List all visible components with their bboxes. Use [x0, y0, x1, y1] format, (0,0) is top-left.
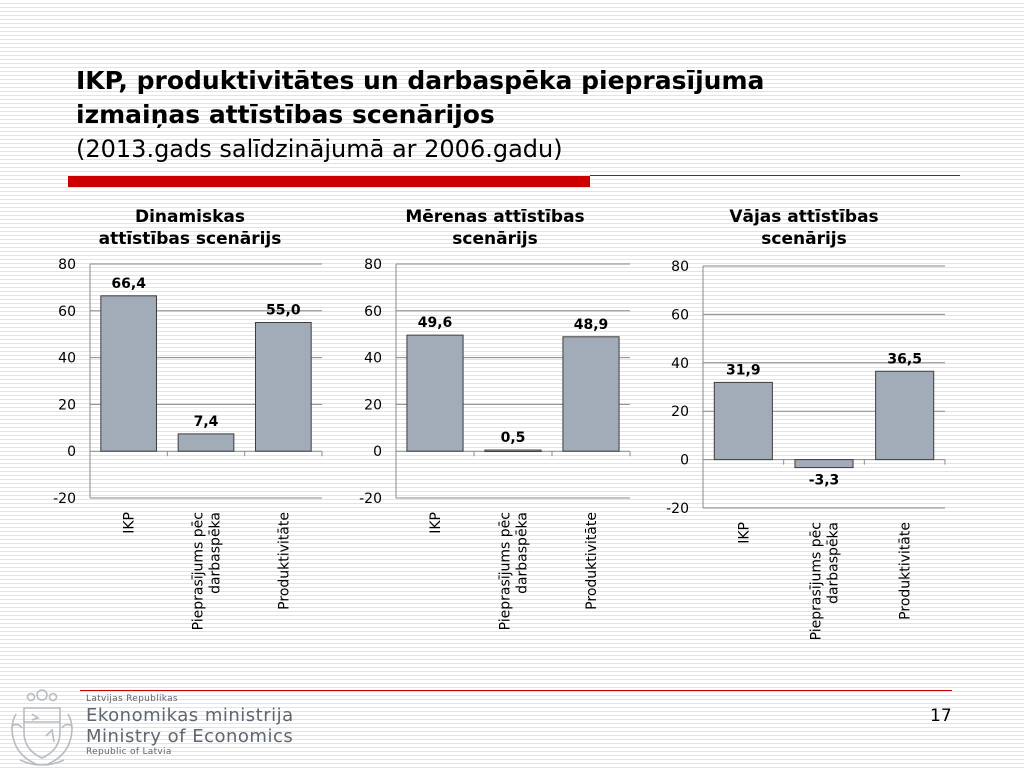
data-label: 48,9	[574, 317, 609, 333]
chart-title: Dinamiskas attīstības scenārijs	[44, 206, 336, 250]
y-tick-label: 20	[58, 397, 76, 413]
x-category-label: darbaspēka	[208, 512, 224, 594]
x-category-label: Pieprasījums pēc	[809, 522, 825, 640]
bar	[100, 295, 158, 452]
y-tick-label: 60	[364, 304, 382, 320]
chart-title-line-1: Mērenas attīstības	[405, 207, 585, 227]
data-label: 31,9	[726, 362, 761, 378]
bar	[406, 334, 464, 452]
x-category-label: Pieprasījums pēc	[498, 512, 514, 630]
y-tick-label: 0	[680, 453, 689, 469]
x-category-label: IKP	[122, 512, 138, 534]
chart-title-line-1: Dinamiskas	[134, 207, 246, 227]
data-label: 7,4	[194, 414, 219, 430]
bar	[254, 322, 312, 452]
bar-chart-weak: 80 60 40 20 0 -20 31,9 IKP -3,3 Pieprasījums pēc d…	[666, 259, 946, 640]
title-line-1: IKP, produktivitātes un darbaspēka piepr…	[76, 66, 765, 95]
y-tick-label: 80	[364, 257, 382, 273]
bar	[177, 433, 235, 452]
coat-of-arms-icon	[11, 689, 73, 766]
bar	[713, 381, 773, 461]
data-label: 0,5	[501, 430, 526, 446]
chart-weak-scenario: Vājas attīstības scenārijs 80 60 40 20 0 -20 3…	[654, 206, 954, 666]
y-tick-label: 40	[364, 351, 382, 367]
y-tick-label: -20	[359, 491, 382, 507]
bar	[484, 449, 542, 453]
x-category-label: darbaspēka	[826, 522, 842, 604]
y-tick-label: 80	[58, 257, 76, 273]
slide-title: IKP, produktivitātes un darbaspēka piepr…	[76, 64, 976, 166]
footer-rule	[80, 690, 952, 691]
data-label: 49,6	[418, 315, 453, 331]
ministry-logotype: Latvijas Republikas Ekonomikas ministrij…	[86, 694, 294, 758]
title-line-2: izmaiņas attīstības scenārijos	[76, 100, 495, 129]
y-tick-label: -20	[53, 491, 76, 507]
x-category-label: IKP	[428, 512, 444, 534]
page-number: 17	[930, 706, 952, 726]
y-tick-label: 0	[67, 444, 76, 460]
accent-bar	[68, 176, 590, 187]
data-label: 55,0	[266, 303, 301, 319]
republic-lv-text: Latvijas Republikas	[86, 694, 178, 704]
accent-line	[590, 175, 960, 176]
chart-title-line-2: attīstības scenārijs	[98, 229, 282, 249]
data-label: -3,3	[809, 473, 840, 489]
y-tick-label: -20	[666, 501, 689, 517]
chart-title-line-2: scenārijs	[452, 229, 538, 249]
chart-title: Vājas attīstības scenārijs	[654, 206, 954, 250]
bar-chart-dynamic: 80 60 40 20 0 -20 66,4 IKP 7,4 Pieprasījums pēc da…	[53, 257, 323, 630]
ministry-lv-text: Ekonomikas ministrija	[86, 705, 294, 726]
x-category-label: Produktivitāte	[898, 522, 914, 620]
x-category-label: Pieprasījums pēc	[191, 512, 207, 630]
bar-chart-moderate: 80 60 40 20 0 -20 49,6 IKP 0,5 Pieprasījums pēc da…	[359, 257, 631, 630]
y-tick-label: 20	[671, 404, 689, 420]
y-tick-label: 40	[58, 351, 76, 367]
bar	[562, 336, 620, 452]
chart-moderate-scenario: Mērenas attīstības scenārijs 80 60 40 20 0 -2…	[350, 206, 640, 666]
x-category-label: Produktivitāte	[584, 512, 600, 610]
chart-title-line-2: scenārijs	[761, 229, 847, 249]
chart-title: Mērenas attīstības scenārijs	[350, 206, 640, 250]
slide-subtitle: (2013.gads salīdzinājumā ar 2006.gadu)	[76, 135, 563, 163]
y-tick-label: 0	[373, 444, 382, 460]
y-tick-label: 40	[671, 356, 689, 372]
data-label: 66,4	[111, 276, 146, 292]
x-category-label: Produktivitāte	[276, 512, 292, 610]
x-category-label: IKP	[736, 522, 752, 544]
republic-en-text: Republic of Latvia	[86, 747, 172, 757]
data-label: 36,5	[887, 351, 922, 367]
y-tick-label: 80	[671, 259, 689, 275]
chart-title-line-1: Vājas attīstības	[729, 207, 879, 227]
bar	[875, 370, 935, 461]
chart-dynamic-scenario: Dinamiskas attīstības scenārijs 80 60 40 20…	[44, 206, 336, 666]
y-tick-label: 60	[671, 307, 689, 323]
x-category-label: darbaspēka	[515, 512, 531, 594]
y-tick-label: 60	[58, 304, 76, 320]
ministry-en-text: Ministry of Economics	[86, 726, 294, 747]
y-tick-label: 20	[364, 397, 382, 413]
bar	[794, 459, 854, 469]
